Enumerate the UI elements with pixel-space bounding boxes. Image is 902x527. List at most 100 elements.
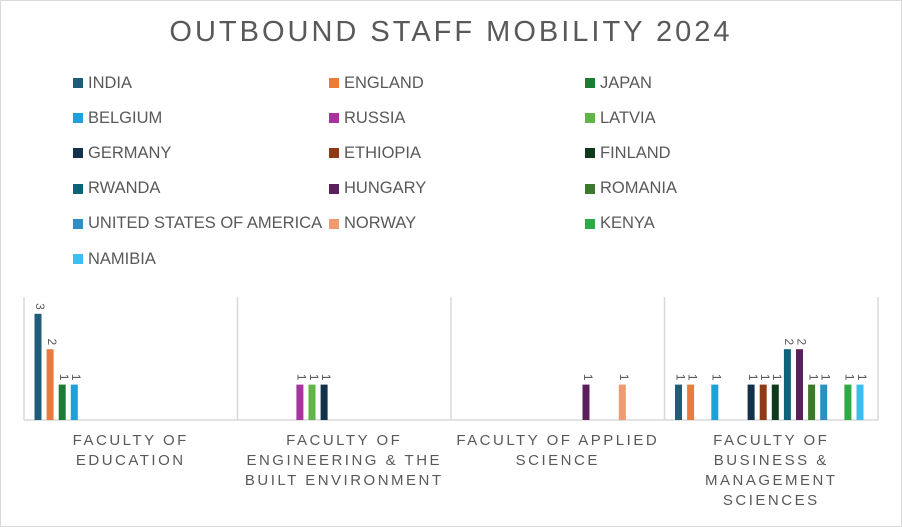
legend-label: BELGIUM — [88, 108, 163, 127]
legend-item-hungary: HUNGARY — [329, 178, 426, 200]
bar-germany-cat-4 — [747, 384, 755, 420]
legend-label: ETHIOPIA — [344, 143, 422, 162]
bar-russia-cat-2 — [296, 384, 304, 420]
data-label: 1 — [69, 374, 83, 381]
data-label: 1 — [685, 374, 699, 381]
legend-label: NAMIBIA — [88, 249, 156, 268]
legend-item-norway: NORWAY — [329, 213, 416, 235]
category-label-line: MANAGEMENT — [704, 472, 838, 489]
bar-united-states-of-america-cat-4 — [820, 384, 828, 420]
data-label: 1 — [710, 374, 724, 381]
category-label-line: FACULTY OF — [286, 432, 403, 449]
legend-label: JAPAN — [600, 73, 652, 92]
bar-england-cat-1 — [46, 349, 54, 420]
legend-item-romania: ROMANIA — [585, 178, 677, 200]
bar-norway-cat-3 — [618, 384, 626, 420]
data-label: 2 — [782, 339, 796, 346]
data-label: 1 — [819, 374, 833, 381]
chart-title: OUTBOUND STAFF MOBILITY 2024 — [169, 16, 733, 48]
legend-item-belgium: BELGIUM — [73, 107, 162, 129]
bar-romania-cat-4 — [808, 384, 816, 420]
legend-item-kenya: KENYA — [585, 213, 655, 235]
data-label: 2 — [794, 339, 808, 346]
category-label-line: EDUCATION — [75, 452, 186, 469]
bar-hungary-cat-4 — [796, 349, 803, 420]
category-label-3: FACULTY OF APPLIED SCIENCE — [451, 431, 665, 471]
legend-swatch — [585, 78, 595, 88]
legend-swatch — [329, 113, 339, 124]
bar-rwanda-cat-4 — [783, 349, 791, 420]
data-label: 1 — [770, 374, 784, 381]
category-label-4: FACULTY OF BUSINESS & MANAGEMENT SCIENCES — [665, 431, 879, 511]
legend-swatch — [585, 183, 595, 194]
legend-swatch — [329, 78, 339, 88]
data-label: 1 — [581, 374, 595, 381]
legend-swatch — [329, 148, 339, 159]
legend-label: UNITED STATES OF AMERICA — [88, 214, 323, 233]
legend-swatch — [73, 113, 83, 124]
legend-swatch — [73, 78, 83, 88]
legend-item-latvia: LATVIA — [585, 107, 656, 129]
legend-item-england: ENGLAND — [329, 72, 424, 94]
bar-ethiopia-cat-4 — [759, 384, 767, 420]
legend-label: INDIA — [88, 73, 133, 92]
bar-belgium-cat-1 — [70, 384, 78, 420]
legend-item-japan: JAPAN — [585, 72, 652, 94]
data-label: 1 — [307, 374, 321, 381]
legend-item-russia: RUSSIA — [329, 107, 405, 129]
legend-swatch — [73, 183, 83, 194]
legend-label: GERMANY — [88, 143, 172, 162]
bar-kenya-cat-4 — [844, 384, 852, 420]
category-label-1: FACULTY OF EDUCATION — [24, 431, 238, 471]
legend-label: KENYA — [600, 214, 655, 233]
bar-hungary-cat-3 — [582, 384, 590, 420]
bar-india-cat-1 — [34, 313, 42, 420]
data-label: 1 — [806, 374, 820, 381]
data-label: 1 — [758, 374, 772, 381]
category-label-line: SCIENCE — [515, 452, 600, 469]
legend-swatch — [73, 218, 83, 229]
legend-item-germany: GERMANY — [73, 142, 171, 164]
legend-swatch — [73, 148, 83, 159]
data-label: 1 — [319, 374, 333, 381]
data-label: 3 — [33, 303, 47, 310]
data-label: 1 — [855, 374, 869, 381]
legend-swatch — [585, 148, 595, 159]
legend-swatch — [329, 218, 339, 229]
bar-namibia-cat-4 — [856, 384, 864, 420]
bar-india-cat-4 — [675, 384, 682, 420]
category-label-line: BUSINESS & — [713, 452, 829, 469]
category-label-line: FACULTY OF APPLIED — [456, 432, 660, 449]
legend-label: LATVIA — [600, 108, 656, 127]
bar-japan-cat-1 — [58, 384, 66, 420]
legend-label: HUNGARY — [344, 179, 427, 198]
data-label: 1 — [57, 374, 71, 381]
bar-germany-cat-2 — [320, 384, 328, 420]
legend-label: NORWAY — [344, 214, 417, 233]
legend-swatch — [585, 218, 595, 229]
legend-item-united-states-of-america: UNITED STATES OF AMERICA — [73, 213, 322, 235]
legend-label: ENGLAND — [344, 73, 424, 92]
legend-item-rwanda: RWANDA — [73, 178, 160, 200]
bar-england-cat-4 — [687, 384, 695, 420]
legend-item-namibia: NAMIBIA — [73, 248, 156, 270]
legend-label: RUSSIA — [344, 108, 406, 127]
bar-belgium-cat-4 — [711, 384, 719, 420]
legend-swatch — [329, 183, 339, 194]
category-label-line: SCIENCES — [722, 492, 820, 509]
category-label-2: FACULTY OF ENGINEERING & THE BUILT ENVIRON… — [238, 431, 452, 491]
data-label: 2 — [45, 339, 59, 346]
data-label: 1 — [673, 374, 687, 381]
data-label: 1 — [843, 374, 857, 381]
category-label-line: FACULTY OF — [713, 432, 830, 449]
data-label: 1 — [617, 374, 631, 381]
data-label: 1 — [746, 374, 760, 381]
category-label-line: FACULTY OF — [72, 432, 189, 449]
legend-swatch — [73, 254, 83, 264]
legend-label: FINLAND — [600, 143, 671, 162]
data-label: 1 — [295, 374, 309, 381]
bar-finland-cat-4 — [771, 384, 779, 420]
category-label-line: ENGINEERING & THE — [246, 452, 443, 469]
